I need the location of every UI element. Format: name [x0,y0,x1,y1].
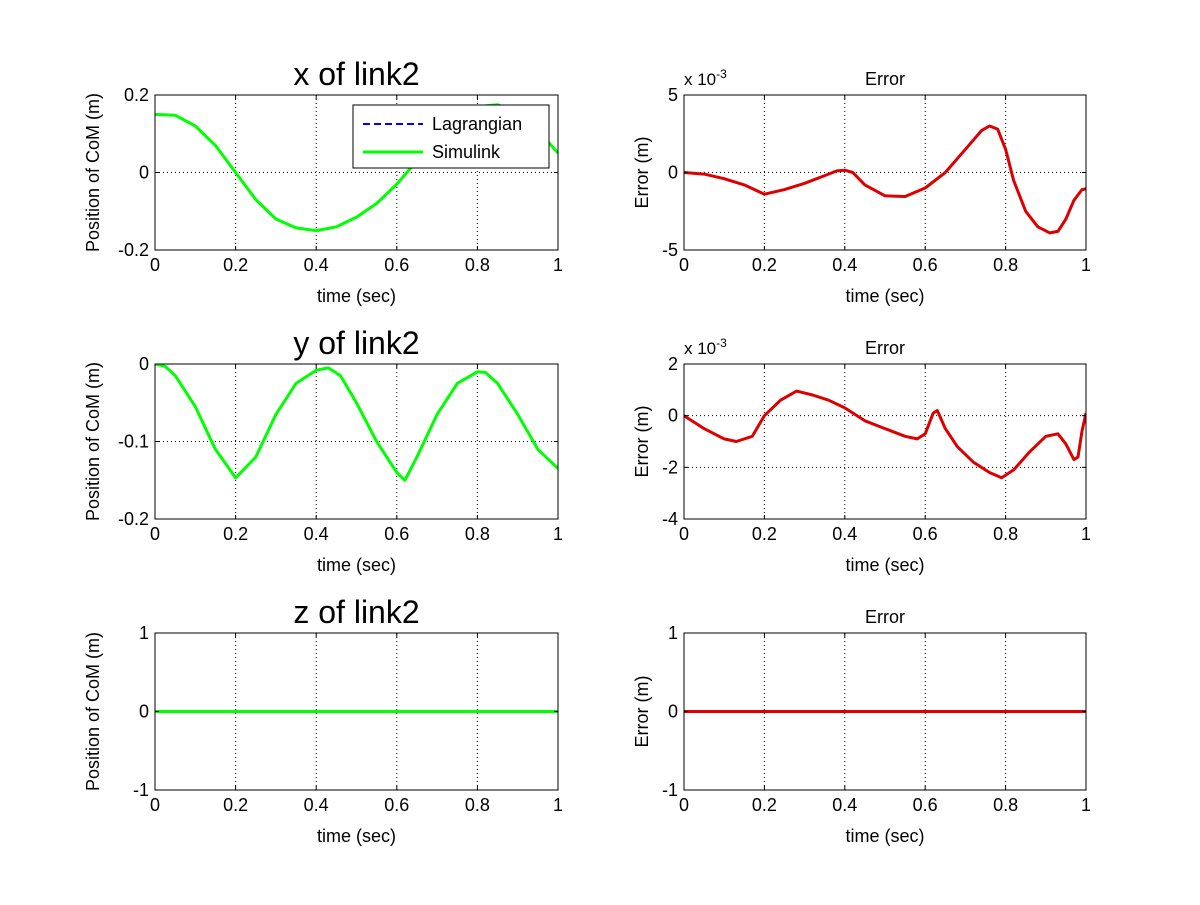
chart-title: z of link2 [293,594,419,630]
x-tick-label: 0.8 [993,795,1018,815]
y-tick-label: -1 [662,780,678,800]
x-tick-label: 0.4 [304,795,329,815]
x-tick-label: 0.6 [384,255,409,275]
x-tick-label: 1 [1081,255,1091,275]
y-tick-label: -1 [133,780,149,800]
x-tick-label: 0 [679,524,689,544]
series-line-error [684,124,1086,235]
axis-scale-exponent: -3 [716,67,727,81]
x-tick-label: 0 [150,255,160,275]
legend: Lagrangian Simulink [352,104,550,169]
y-tick-label: 0.2 [124,85,149,105]
x-tick-label: 0.6 [384,795,409,815]
x-tick-label: 0.2 [752,255,777,275]
axis-scale-base: x 10 [684,70,716,89]
x-tick-label: 0 [150,524,160,544]
y-tick-label: 1 [139,623,149,643]
x-tick-label: 0.8 [993,255,1018,275]
legend-label-lagrangian: Lagrangian [432,114,522,134]
y-tick-label: 0 [139,702,149,722]
axis-scale-label: x 10-3 [684,336,727,358]
x-axis-label: time (sec) [317,555,396,575]
x-tick-label: 0.2 [223,795,248,815]
subplot-3: 0 0.2 0.4 0.6 0.8 1 -0.2 -0.1 0 y of link2 time (s… [83,325,563,575]
x-tick-label: 0.8 [993,524,1018,544]
x-tick-label: 0.6 [913,255,938,275]
x-tick-label: 0.6 [913,795,938,815]
x-tick-label: 0.2 [752,524,777,544]
x-tick-label: 0 [679,795,689,815]
x-tick-label: 0 [679,255,689,275]
legend-label-simulink: Simulink [432,142,501,162]
y-axis-label: Error (m) [632,137,652,209]
y-axis-label: Error (m) [632,406,652,478]
y-tick-label: 0 [139,163,149,183]
y-tick-label: 0 [139,354,149,374]
x-tick-label: 0.4 [832,795,857,815]
x-tick-label: 0.4 [304,255,329,275]
x-tick-label: 0.4 [832,255,857,275]
y-tick-label: -4 [662,509,678,529]
x-tick-label: 1 [553,255,563,275]
x-tick-label: 0.6 [913,524,938,544]
x-tick-label: 1 [1081,524,1091,544]
x-tick-label: 0.8 [465,795,490,815]
series-line-simulink [155,364,558,482]
y-tick-label: 5 [668,85,678,105]
x-tick-label: 0.4 [832,524,857,544]
x-tick-label: 0 [150,795,160,815]
x-tick-label: 0.2 [752,795,777,815]
axis-scale-base: x 10 [684,339,716,358]
y-tick-label: 0 [668,406,678,426]
x-tick-label: 0.2 [223,524,248,544]
y-axis-label: Position of CoM (m) [83,93,103,252]
chart-title: Error [865,607,905,627]
y-tick-label: 2 [668,354,678,374]
chart-title: Error [865,69,905,89]
plot-area [155,364,558,519]
y-axis-label: Position of CoM (m) [83,362,103,521]
axis-scale-exponent: -3 [716,336,727,350]
subplot-4: 0 0.2 0.4 0.6 0.8 1 -4 -2 0 2 Error time (sec) Error… [632,336,1091,575]
x-axis-label: time (sec) [845,826,924,846]
x-tick-label: 0.2 [223,255,248,275]
y-tick-label: -0.2 [118,240,149,260]
plot-area [684,364,1086,519]
y-tick-label: 1 [668,623,678,643]
axes-box [683,363,1087,520]
x-axis-label: time (sec) [317,826,396,846]
y-axis-label: Position of CoM (m) [83,632,103,791]
chart-title: x of link2 [293,56,419,92]
axis-scale-label: x 10-3 [684,67,727,89]
x-tick-label: 0.6 [384,524,409,544]
x-axis-label: time (sec) [317,286,396,306]
y-tick-label: -0.2 [118,509,149,529]
y-tick-label: 0 [668,163,678,183]
chart-title: Error [865,338,905,358]
chart-title: y of link2 [293,325,419,361]
y-tick-label: 0 [668,702,678,722]
x-tick-label: 0.4 [304,524,329,544]
x-tick-label: 0.8 [465,524,490,544]
y-axis-label: Error (m) [632,676,652,748]
legend-box [352,104,550,169]
x-tick-label: 1 [1081,795,1091,815]
x-tick-label: 1 [553,795,563,815]
y-tick-label: -2 [662,457,678,477]
x-axis-label: time (sec) [845,286,924,306]
x-tick-label: 0.8 [465,255,490,275]
x-axis-label: time (sec) [845,555,924,575]
x-tick-label: 1 [553,524,563,544]
y-tick-label: -5 [662,240,678,260]
series-line-error [684,389,1086,480]
y-tick-label: -0.1 [118,432,149,452]
